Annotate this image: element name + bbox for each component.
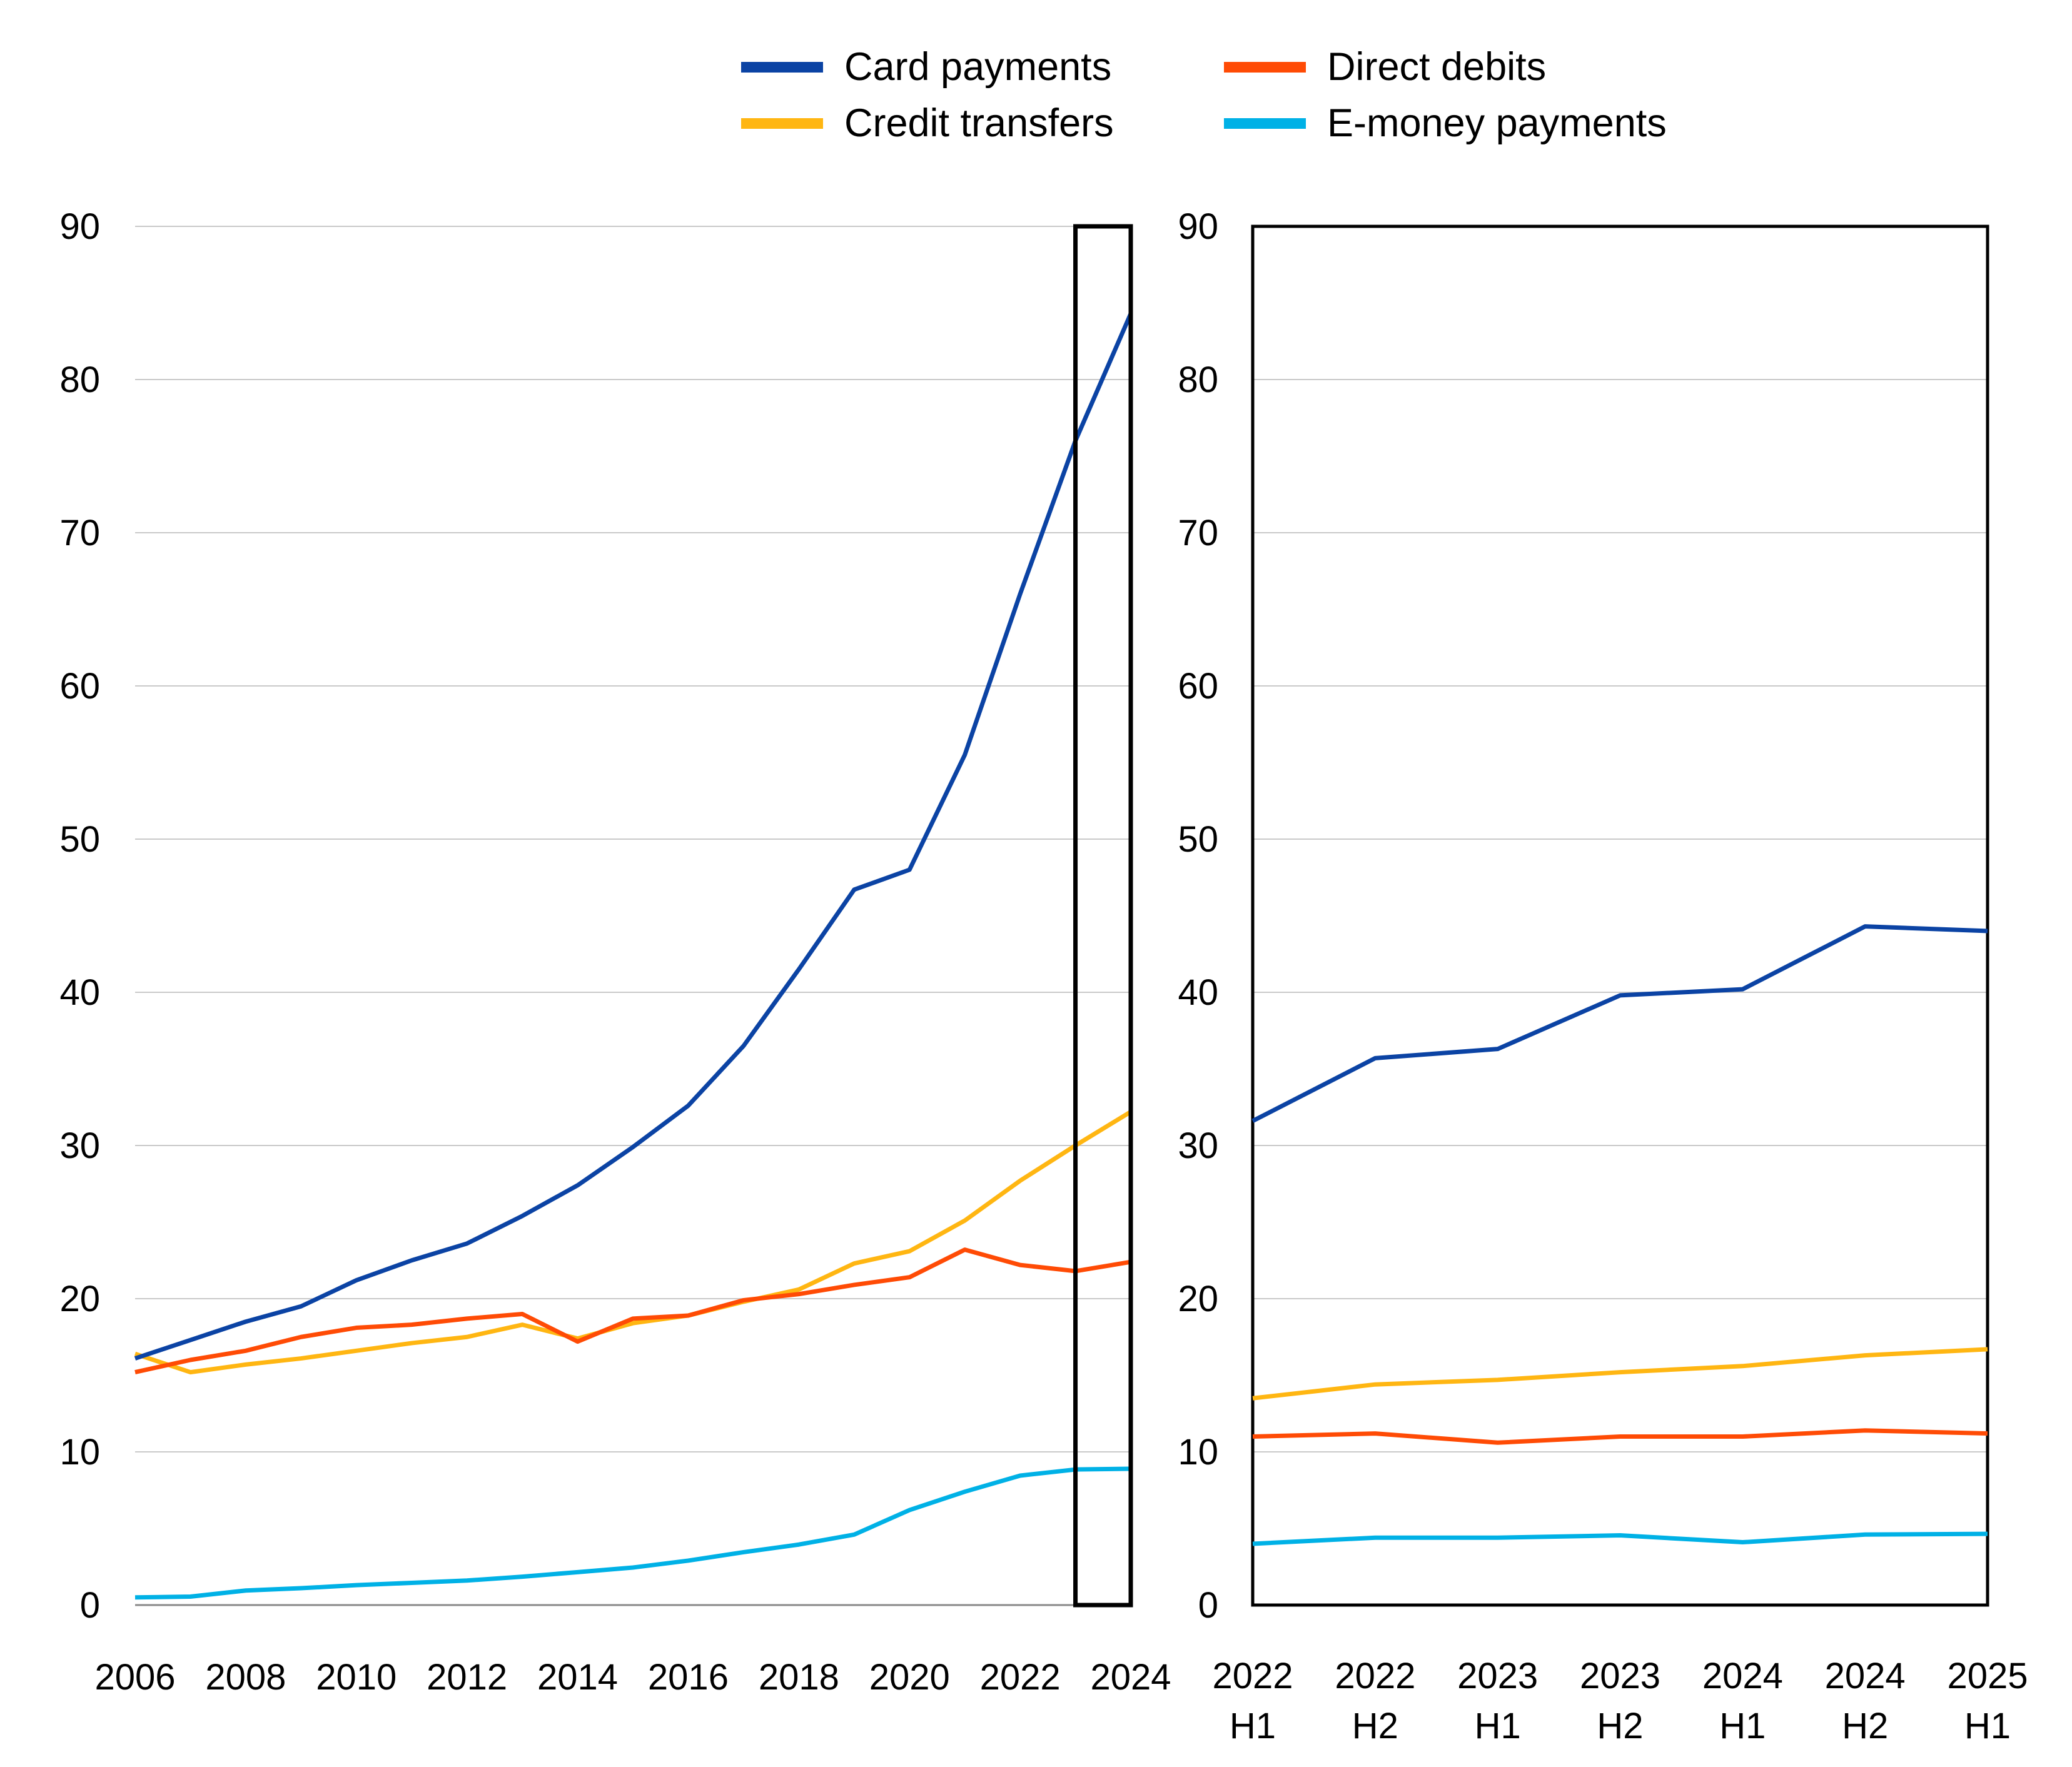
half-yearly-panel-x-tick-sublabel-2022-H1: H1	[1230, 1706, 1276, 1746]
annual-panel-y-tick-label-80: 80	[59, 360, 100, 400]
legend-item-direct-debits: Direct debits	[1224, 39, 1667, 95]
half-yearly-panel-frame	[1251, 224, 1989, 1607]
half-yearly-panel-y-tick-label-20: 20	[1178, 1279, 1218, 1319]
half-yearly-panel-x-tick-sublabel-2023-H1: H1	[1475, 1706, 1521, 1746]
legend-column-left: Card payments Credit transfers	[741, 39, 1224, 151]
annual-panel-y-tick-label-10: 10	[59, 1432, 100, 1472]
half-yearly-panel-x-tick-sublabel-2022-H2: H2	[1352, 1706, 1398, 1746]
half-yearly-panel-y-tick-label-70: 70	[1178, 513, 1218, 553]
annual-panel-x-tick-label-2008: 2008	[205, 1657, 286, 1698]
half-yearly-panel-e-money-payments-line	[1252, 1531, 1988, 1546]
half-yearly-panel-y-tick-label-30: 30	[1178, 1125, 1218, 1166]
half-yearly-panel-y-tick-label-60: 60	[1178, 666, 1218, 707]
half-yearly-panel-y-tick-label-50: 50	[1178, 819, 1218, 860]
half-yearly-panel-x-tick-label-2023-H2: 2023	[1580, 1656, 1660, 1696]
annual-panel-credit-transfers-line	[134, 1110, 1132, 1375]
legend: Card payments Credit transfers Direct de…	[741, 39, 1667, 151]
credit-transfers-swatch	[741, 118, 823, 129]
annual-panel-e-money-payments-line	[134, 1466, 1131, 1600]
half-yearly-panel-x-tick-sublabel-2023-H2: H2	[1597, 1706, 1643, 1746]
legend-item-e-money-payments: E-money payments	[1224, 95, 1667, 151]
zoom-highlight-box	[1073, 224, 1133, 1608]
half-yearly-panel-x-tick-label-2023-H1: 2023	[1457, 1656, 1538, 1696]
half-yearly-panel-x-tick-label-2024-H2: 2024	[1825, 1656, 1906, 1696]
annual-panel-y-tick-label-90: 90	[59, 206, 100, 247]
annual-panel-y-tick-label-20: 20	[59, 1279, 100, 1319]
annual-panel-x-tick-label-2006: 2006	[94, 1657, 175, 1698]
half-yearly-panel-y-tick-label-90: 90	[1178, 206, 1218, 247]
legend-column-right: Direct debits E-money payments	[1224, 39, 1667, 151]
legend-label-e-money-payments: E-money payments	[1327, 101, 1667, 145]
annual-panel-x-tick-label-2012: 2012	[427, 1657, 507, 1698]
half-yearly-panel-x-tick-sublabel-2024-H2: H2	[1842, 1706, 1888, 1746]
annual-panel-y-tick-label-40: 40	[59, 972, 100, 1013]
annual-panel-y-tick-label-0: 0	[80, 1585, 100, 1626]
half-yearly-panel-x-tick-sublabel-2024-H1: H1	[1719, 1706, 1766, 1746]
half-yearly-panel-y-tick-label-10: 10	[1178, 1432, 1218, 1472]
half-yearly-panel-x-tick-label-2022-H1: 2022	[1212, 1656, 1293, 1696]
annual-panel-direct-debits-line	[134, 1247, 1131, 1375]
e-money-payments-swatch	[1224, 118, 1306, 129]
legend-label-direct-debits: Direct debits	[1327, 45, 1547, 89]
direct-debits-swatch	[1224, 61, 1306, 73]
annual-panel-y-tick-label-50: 50	[59, 819, 100, 860]
annual-panel-x-tick-label-2016: 2016	[648, 1657, 729, 1698]
half-yearly-panel-card-payments-line	[1251, 924, 1988, 1123]
half-yearly-panel-x-tick-label-2025-H1: 2025	[1947, 1656, 2028, 1696]
annual-panel-y-tick-label-70: 70	[59, 513, 100, 553]
annual-panel-x-tick-label-2022: 2022	[980, 1657, 1061, 1698]
annual-panel-x-tick-label-2018: 2018	[759, 1657, 839, 1698]
annual-panel-x-tick-label-2024: 2024	[1090, 1657, 1171, 1698]
annual-panel-x-tick-label-2020: 2020	[869, 1657, 950, 1698]
half-yearly-panel-y-tick-label-40: 40	[1178, 972, 1218, 1013]
half-yearly-panel-credit-transfers-line	[1252, 1347, 1988, 1401]
annual-panel: 0 10 20 30 40 50 60 70 80 90 2006 2008 2010 2012 2014 2…	[59, 206, 1171, 1698]
half-yearly-panel-x-tick-label-2022-H2: 2022	[1335, 1656, 1415, 1696]
half-yearly-panel-x-tick-label-2024-H1: 2024	[1702, 1656, 1783, 1696]
half-yearly-panel-x-tick-sublabel-2025-H1: H1	[1964, 1706, 2011, 1746]
annual-panel-y-tick-label-30: 30	[59, 1125, 100, 1166]
annual-panel-x-tick-label-2010: 2010	[316, 1657, 397, 1698]
half-yearly-panel: 0 10 20 30 40 50 60 70 80 90 2022 H1 2022 H2 2023 H1 202…	[1178, 206, 2028, 1746]
half-yearly-panel-y-tick-label-80: 80	[1178, 360, 1218, 400]
half-yearly-panel-direct-debits-line	[1252, 1428, 1988, 1445]
legend-label-credit-transfers: Credit transfers	[844, 101, 1114, 145]
half-yearly-panel-y-tick-label-0: 0	[1198, 1585, 1218, 1626]
card-payments-swatch	[741, 61, 823, 73]
annual-panel-y-tick-label-60: 60	[59, 666, 100, 707]
legend-item-credit-transfers: Credit transfers	[741, 95, 1224, 151]
legend-label-card-payments: Card payments	[844, 45, 1112, 89]
legend-item-card-payments: Card payments	[741, 39, 1224, 95]
annual-panel-card-payments-line	[134, 313, 1133, 1361]
annual-panel-x-tick-label-2014: 2014	[537, 1657, 618, 1698]
